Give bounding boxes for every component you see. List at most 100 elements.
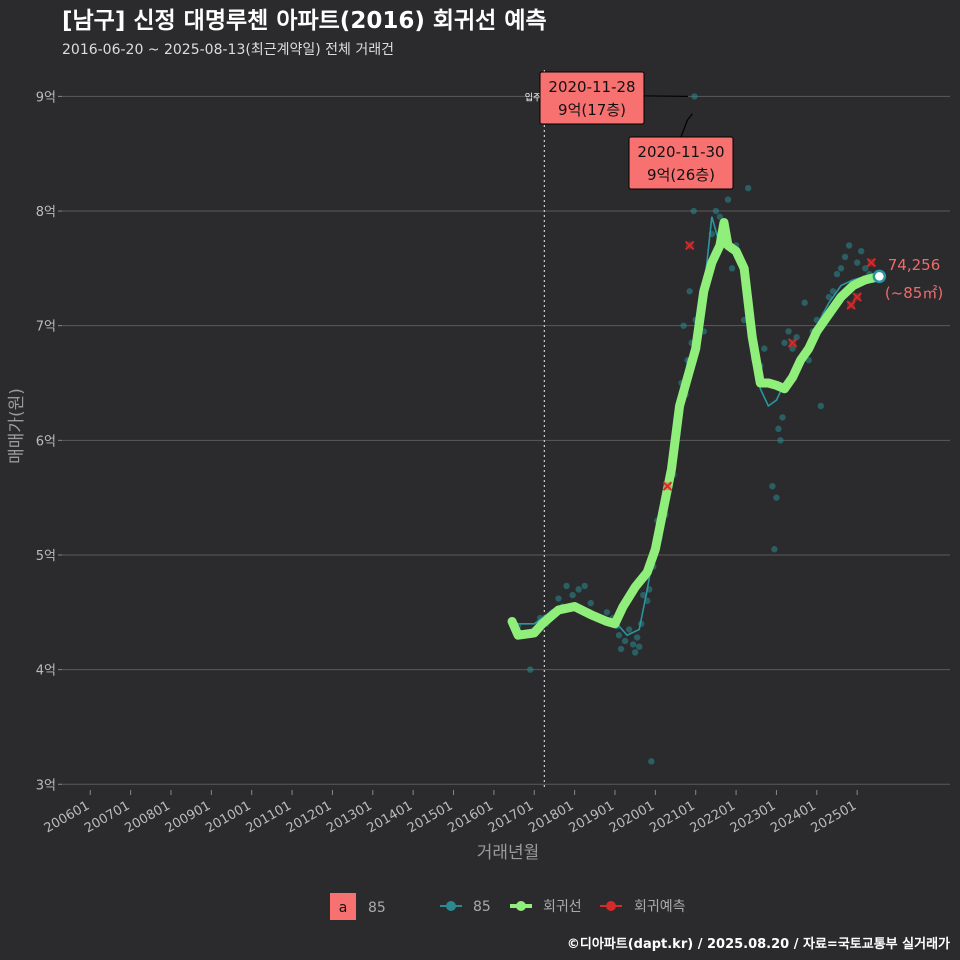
trade-point (728, 265, 736, 272)
chart-subtitle: 2016-06-20 ~ 2025-08-13(최근계약일) 전체 거래건 (62, 42, 394, 58)
trade-point (691, 93, 698, 100)
x-tick-label: 200901 (163, 798, 213, 836)
trade-point (712, 207, 720, 215)
move-in-label: 입주 (525, 91, 542, 103)
y-tick-label: 9억 (36, 90, 56, 105)
x-tick-label: 201301 (324, 798, 374, 836)
trade-point (587, 599, 594, 607)
trade-point (744, 184, 752, 192)
trade-point (833, 270, 841, 278)
trade-point (615, 632, 623, 639)
x-tick-label: 202201 (688, 798, 738, 836)
trade-point (785, 328, 792, 335)
legend-type-key: a (339, 900, 348, 916)
trade-point (629, 641, 637, 648)
trade-point (640, 591, 647, 599)
annotation-date: 2020-11-28 (548, 78, 635, 96)
trade-point (845, 242, 853, 249)
annotation-value: 9억(26층) (647, 166, 715, 184)
annotation-box (628, 136, 734, 190)
trade-point (716, 213, 724, 220)
trade-point (563, 582, 570, 590)
x-tick-label: 200701 (82, 798, 132, 836)
trade-point (631, 649, 639, 656)
latest-value-label: 74,256 (888, 256, 941, 274)
trade-point (817, 402, 825, 410)
legend-key-dot (516, 901, 526, 911)
x-tick-label: 201901 (566, 798, 616, 836)
trade-point (569, 591, 576, 599)
prediction-point (684, 240, 695, 251)
x-tick-label: 201101 (244, 798, 294, 836)
trade-point (636, 643, 643, 650)
trade-point (853, 259, 861, 266)
y-tick-label: 6억 (36, 434, 56, 449)
prediction-point-cross (846, 300, 856, 310)
plot-area: 3억4억5억6억7억8억9억20060120070120080120090120… (7, 70, 950, 863)
x-tick-label: 200601 (42, 798, 92, 836)
trade-point (555, 595, 562, 602)
trade-point (617, 645, 625, 653)
x-tick-label: 201801 (526, 798, 576, 836)
legend-item-label: 회귀선 (543, 899, 582, 915)
regression-line (507, 218, 884, 640)
annotation-box (539, 71, 645, 125)
credit-text: ©디아파트(dapt.kr) / 2025.08.20 / 자료=국토교통부 실… (567, 936, 950, 952)
prediction-point-cross (662, 481, 673, 491)
y-tick-label: 7억 (36, 320, 56, 335)
legend-key-dot (446, 901, 456, 911)
latest-point (872, 269, 887, 284)
trade-point (648, 758, 655, 765)
x-tick-label: 201701 (486, 798, 536, 836)
legend: a 85 85 회귀선 회귀예측 (330, 893, 686, 920)
trade-point (621, 637, 629, 645)
annotation-callout: 2020-11-30 9억(26층) (628, 113, 734, 190)
annotation-callout: 2020-11-28 9억(17층) (539, 71, 689, 125)
trade-point (773, 494, 780, 501)
y-tick-label: 4억 (36, 664, 56, 679)
annotation-date: 2020-11-30 (637, 143, 724, 161)
x-tick-label: 201501 (405, 798, 455, 836)
trade-point (775, 425, 782, 433)
trade-point (781, 339, 788, 347)
prediction-point-cross (787, 338, 798, 348)
prediction-point-cross (852, 292, 862, 302)
trade-point (858, 247, 865, 255)
legend-type-swatch (330, 893, 356, 920)
trade-point (575, 586, 582, 593)
annotation-value: 9억(17층) (558, 101, 626, 119)
prediction-point-cross (866, 257, 876, 268)
trade-point (862, 265, 869, 272)
trade-point (801, 299, 808, 306)
trade-point (581, 582, 588, 590)
trade-point (761, 345, 768, 352)
x-tick-label: 202501 (809, 798, 859, 836)
trade-point (777, 437, 784, 444)
x-tick-label: 201201 (284, 798, 334, 836)
chart-title: [남구] 신정 대명루첸 아파트(2016) 회귀선 예측 (62, 8, 547, 34)
latest-area-label: (~85㎡) (885, 284, 943, 302)
trade-point (769, 482, 776, 490)
trade-point (825, 293, 833, 301)
trade-point (686, 288, 693, 295)
trade-line (512, 216, 880, 637)
x-tick-label: 201001 (203, 798, 253, 836)
trade-point (527, 666, 534, 673)
y-tick-label: 5억 (36, 549, 56, 564)
legend-key-dot (606, 901, 616, 911)
x-tick-label: 200801 (122, 798, 172, 836)
trade-point (789, 345, 796, 352)
legend-type-label: 85 (368, 900, 386, 916)
y-axis-title: 매매가(원) (7, 388, 27, 464)
trade-point (625, 626, 633, 633)
trade-point (779, 414, 786, 421)
trade-point (724, 196, 732, 203)
trade-point (793, 333, 800, 341)
legend-item-label: 회귀예측 (634, 899, 686, 915)
trade-point (771, 546, 778, 553)
x-tick-label: 202101 (647, 798, 697, 836)
trade-point (837, 265, 845, 272)
y-tick-label: 8억 (36, 205, 56, 220)
trade-point (680, 322, 687, 329)
